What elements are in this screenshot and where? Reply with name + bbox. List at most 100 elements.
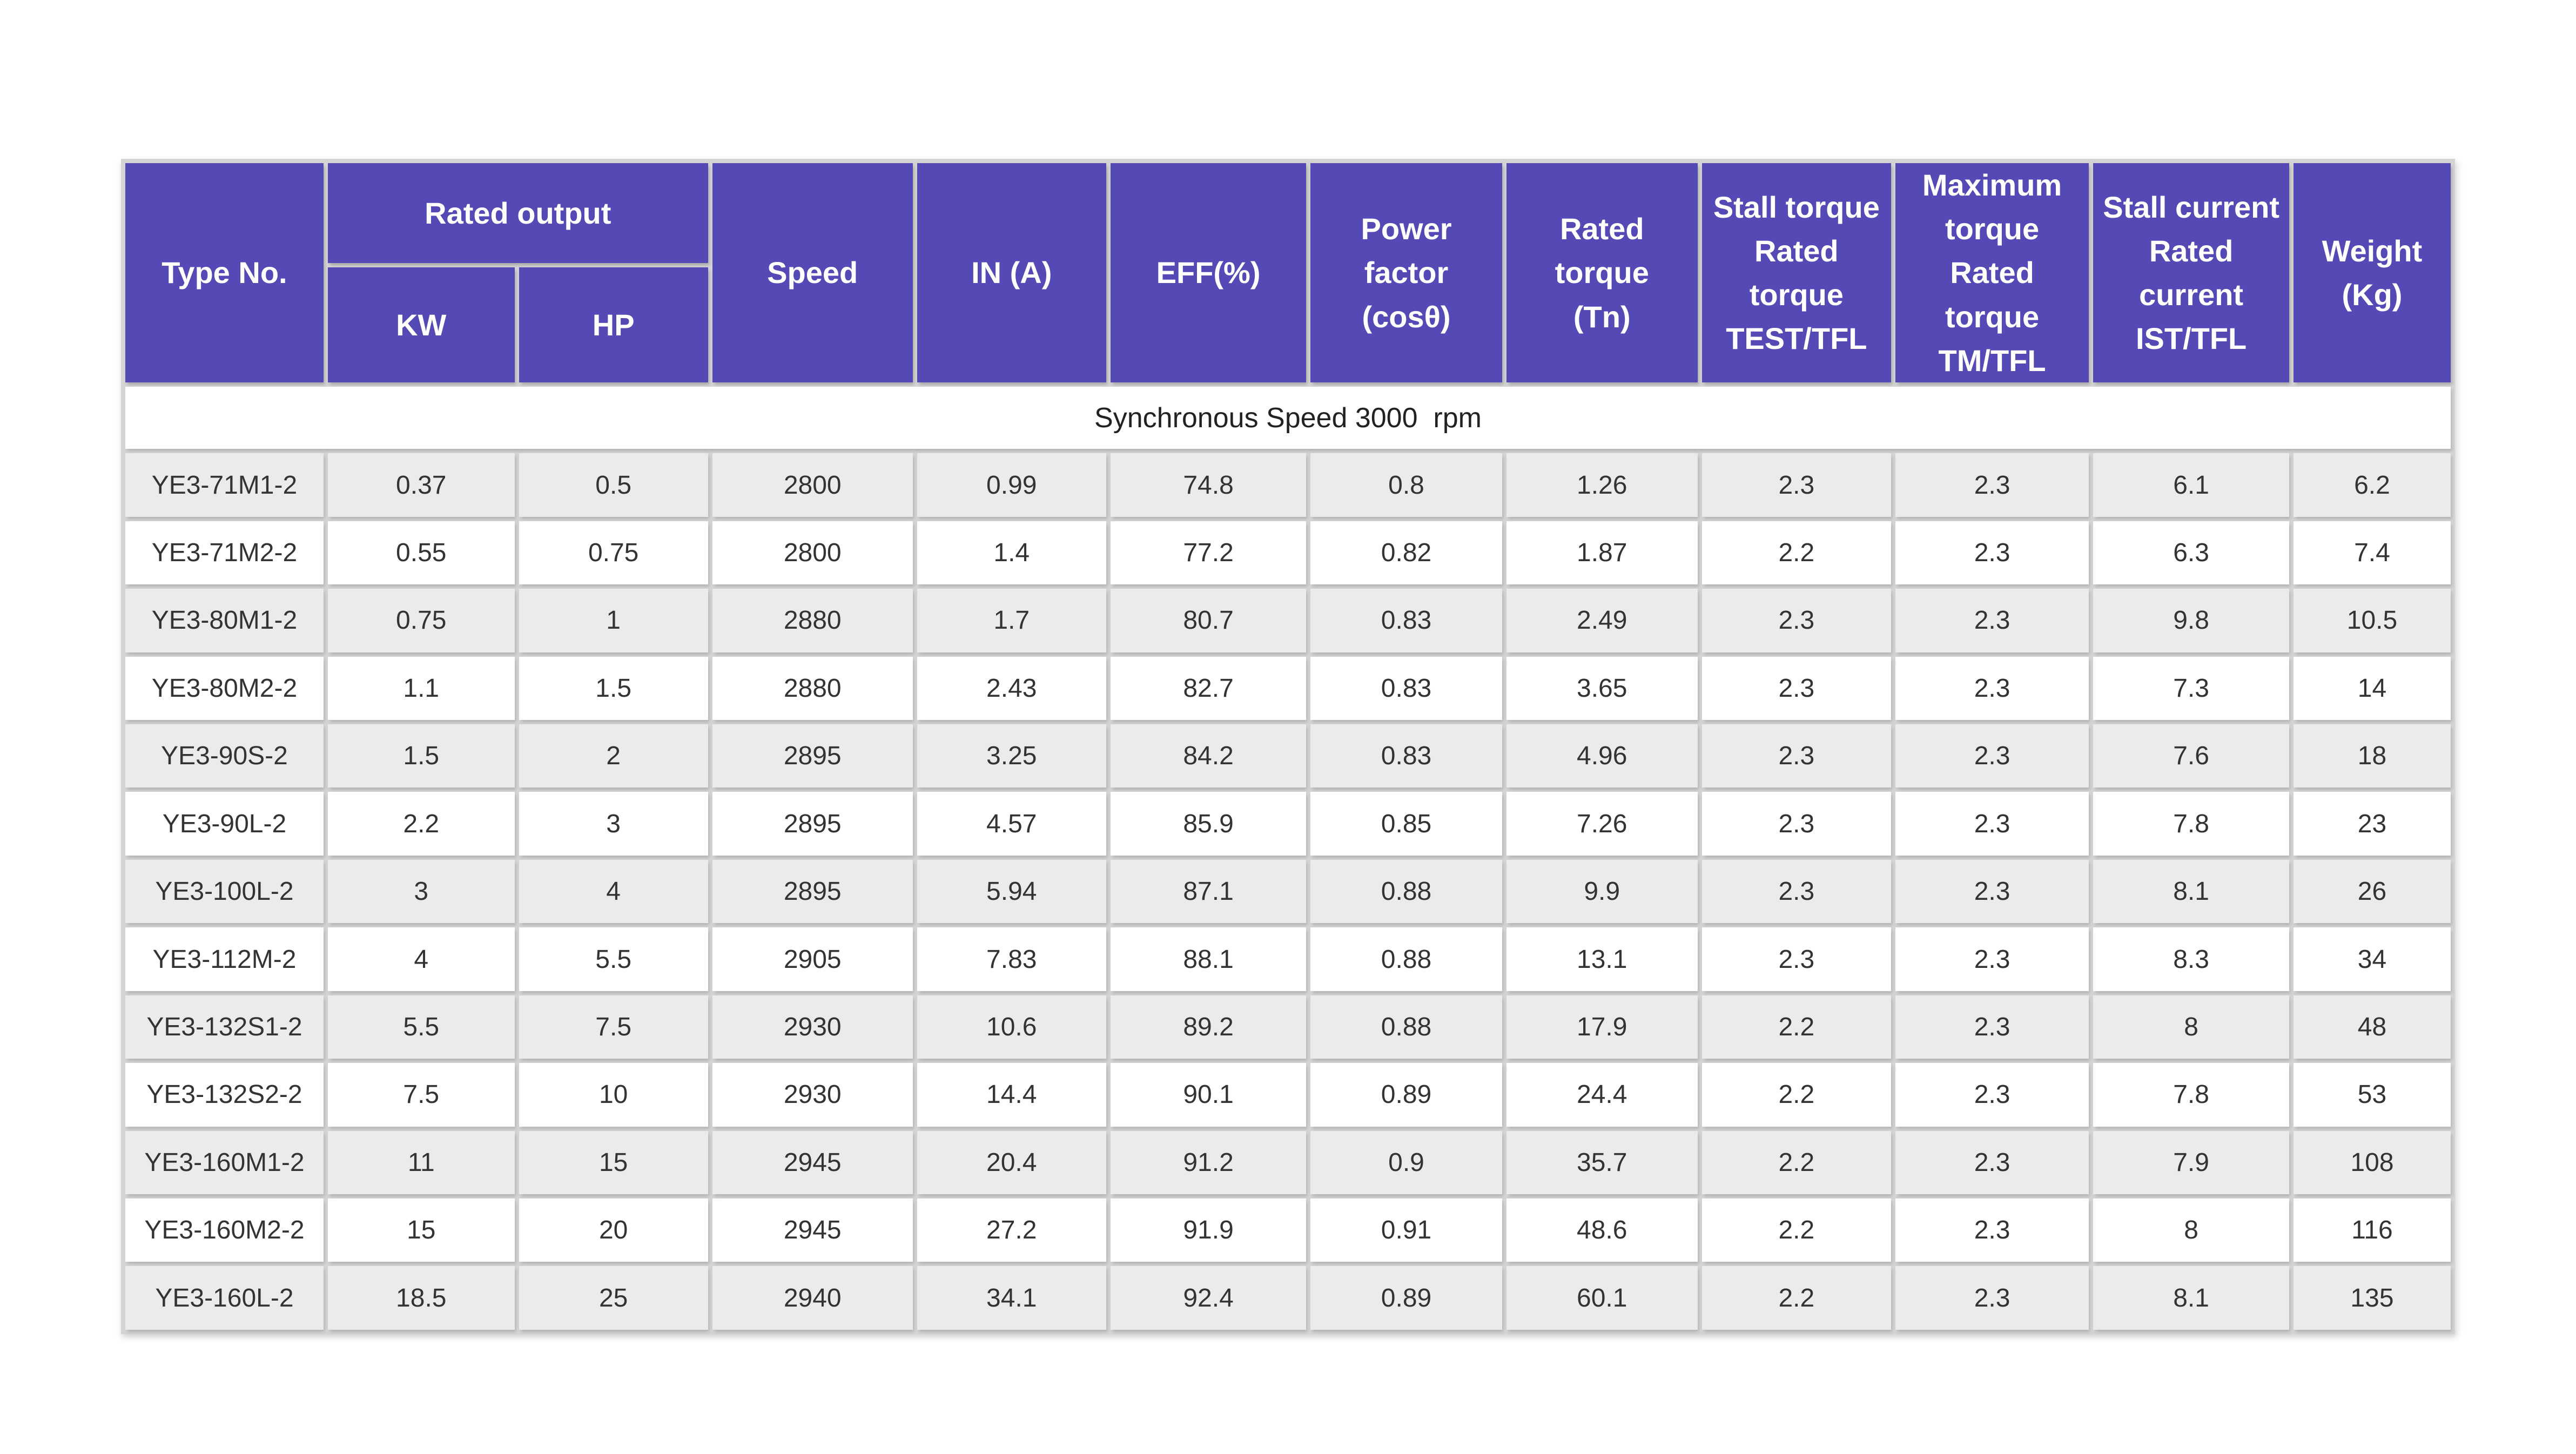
col-header-speed: Speed	[712, 163, 913, 382]
cell-value: 27.2	[917, 1198, 1106, 1262]
cell-value: 91.9	[1110, 1198, 1307, 1262]
table-row: YE3-80M2-2 1.1 1.5 2880 2.43 82.7 0.83 3.65 2.3 2…	[125, 656, 2451, 721]
cell-value: 15	[327, 1198, 515, 1262]
cell-value: 2	[519, 724, 708, 788]
cell-value: 6.2	[2293, 453, 2451, 517]
cell-value: 2.2	[327, 792, 515, 856]
cell-value: 8.1	[2093, 1266, 2289, 1330]
cell-value: 2800	[712, 521, 913, 585]
col-header-stall-current: Stall current Rated current IST/TFL	[2093, 163, 2289, 382]
cell-value: 2.43	[917, 656, 1106, 721]
cell-value: 88.1	[1110, 927, 1307, 991]
cell-value: 60.1	[1506, 1266, 1698, 1330]
cell-value: 2.3	[1895, 1130, 2089, 1194]
cell-value: 0.83	[1310, 724, 1502, 788]
col-header-max-torque: Maximum torque Rated torque TM/TFL	[1895, 163, 2089, 382]
cell-value: 89.2	[1110, 995, 1307, 1059]
cell-value: 2.2	[1701, 995, 1891, 1059]
cell-value: 0.8	[1310, 453, 1502, 517]
cell-value: 0.83	[1310, 656, 1502, 721]
section-title: Synchronous Speed 3000 rpm	[125, 386, 2451, 449]
cell-value: 0.85	[1310, 792, 1502, 856]
cell-value: 1.4	[917, 521, 1106, 585]
cell-value: 6.3	[2093, 521, 2289, 585]
cell-value: 74.8	[1110, 453, 1307, 517]
cell-value: 92.4	[1110, 1266, 1307, 1330]
cell-value: 2880	[712, 589, 913, 652]
cell-value: 7.4	[2293, 521, 2451, 585]
col-header-hp: HP	[519, 267, 708, 382]
col-header-kw: KW	[327, 267, 515, 382]
section-row: Synchronous Speed 3000 rpm	[125, 386, 2451, 449]
cell-value: 2.3	[1895, 724, 2089, 788]
cell-value: 7.8	[2093, 1063, 2289, 1127]
cell-value: 34.1	[917, 1266, 1106, 1330]
cell-value: 1	[519, 589, 708, 652]
cell-value: 1.5	[327, 724, 515, 788]
cell-value: 2.3	[1895, 453, 2089, 517]
cell-value: 2.2	[1701, 1063, 1891, 1127]
header-row-sub: KW HP	[125, 267, 2451, 382]
col-header-in-a: IN (A)	[917, 163, 1106, 382]
cell-value: 0.5	[519, 453, 708, 517]
cell-value: 8.1	[2093, 859, 2289, 924]
cell-value: 85.9	[1110, 792, 1307, 856]
table-row: YE3-71M1-2 0.37 0.5 2800 0.99 74.8 0.8 1.26 2.3 2…	[125, 453, 2451, 517]
cell-value: 0.55	[327, 521, 515, 585]
table-row: YE3-90S-2 1.5 2 2895 3.25 84.2 0.83 4.96 2.3 2.3 7…	[125, 724, 2451, 788]
cell-value: 10.5	[2293, 589, 2451, 652]
cell-value: 15	[519, 1130, 708, 1194]
cell-value: 34	[2293, 927, 2451, 991]
cell-value: 1.87	[1506, 521, 1698, 585]
cell-value: 0.75	[327, 589, 515, 652]
cell-value: 0.75	[519, 521, 708, 585]
cell-value: 2.3	[1701, 656, 1891, 721]
cell-value: 7.5	[519, 995, 708, 1059]
table-row: YE3-90L-2 2.2 3 2895 4.57 85.9 0.85 7.26 2.3 2.3 7…	[125, 792, 2451, 856]
cell-value: 8	[2093, 995, 2289, 1059]
cell-value: 3	[519, 792, 708, 856]
cell-value: 2.3	[1895, 1198, 2089, 1262]
cell-type-no: YE3-112M-2	[125, 927, 324, 991]
cell-value: 2895	[712, 792, 913, 856]
cell-value: 2.3	[1701, 724, 1891, 788]
cell-type-no: YE3-100L-2	[125, 859, 324, 924]
table-row: YE3-160M1-2 11 15 2945 20.4 91.2 0.9 35.7 2.2 2.3…	[125, 1130, 2451, 1194]
cell-type-no: YE3-71M2-2	[125, 521, 324, 585]
cell-value: 10.6	[917, 995, 1106, 1059]
cell-value: 80.7	[1110, 589, 1307, 652]
cell-value: 23	[2293, 792, 2451, 856]
cell-value: 0.82	[1310, 521, 1502, 585]
cell-value: 6.1	[2093, 453, 2289, 517]
cell-value: 18	[2293, 724, 2451, 788]
cell-type-no: YE3-160M1-2	[125, 1130, 324, 1194]
table-header: Type No. Rated output Speed IN (A) EFF(%…	[125, 163, 2451, 382]
cell-value: 8	[2093, 1198, 2289, 1262]
cell-value: 9.8	[2093, 589, 2289, 652]
cell-value: 14.4	[917, 1063, 1106, 1127]
col-header-power-factor: Power factor (cosθ)	[1310, 163, 1502, 382]
cell-value: 8.3	[2093, 927, 2289, 991]
cell-value: 24.4	[1506, 1063, 1698, 1127]
cell-value: 7.5	[327, 1063, 515, 1127]
cell-value: 2800	[712, 453, 913, 517]
table-row: YE3-112M-2 4 5.5 2905 7.83 88.1 0.88 13.1 2.3 2.3…	[125, 927, 2451, 991]
col-header-type-no: Type No.	[125, 163, 324, 382]
cell-value: 18.5	[327, 1266, 515, 1330]
table-body: Synchronous Speed 3000 rpm YE3-71M1-2 0.3…	[125, 386, 2451, 1330]
col-header-stall-torque: Stall torque Rated torque TEST/TFL	[1701, 163, 1891, 382]
cell-value: 0.88	[1310, 859, 1502, 924]
cell-value: 17.9	[1506, 995, 1698, 1059]
cell-value: 2905	[712, 927, 913, 991]
cell-value: 26	[2293, 859, 2451, 924]
cell-value: 2.2	[1701, 521, 1891, 585]
cell-value: 7.9	[2093, 1130, 2289, 1194]
cell-value: 2.3	[1701, 859, 1891, 924]
cell-value: 2930	[712, 995, 913, 1059]
cell-value: 7.83	[917, 927, 1106, 991]
cell-value: 2.3	[1701, 453, 1891, 517]
col-header-rated-torque: Rated torque (Tn)	[1506, 163, 1698, 382]
cell-type-no: YE3-132S1-2	[125, 995, 324, 1059]
cell-value: 13.1	[1506, 927, 1698, 991]
cell-value: 2.3	[1895, 1063, 2089, 1127]
